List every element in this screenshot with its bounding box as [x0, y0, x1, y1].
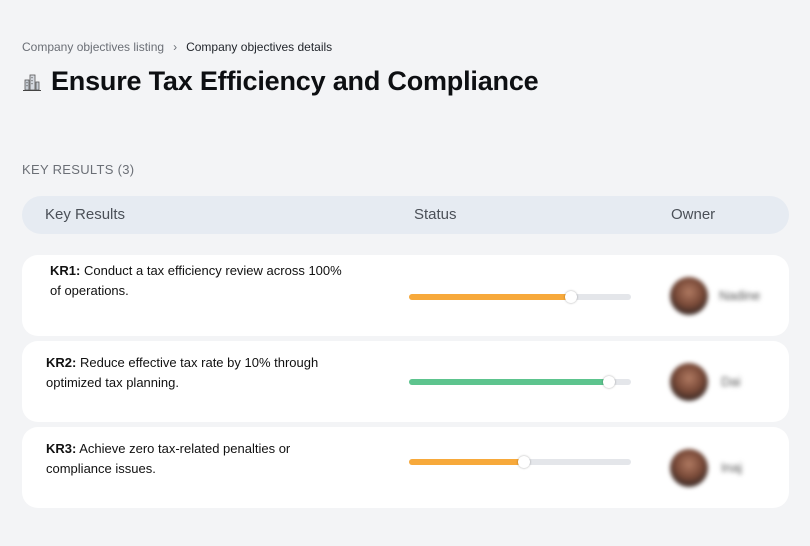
progress-bar-knob: [602, 376, 615, 388]
owner-name: Dai: [721, 374, 741, 389]
progress-bar-knob: [565, 291, 578, 303]
key-result-text: KR2: Reduce effective tax rate by 10% th…: [46, 353, 346, 393]
breadcrumb-current: Company objectives details: [186, 40, 333, 54]
avatar: [670, 449, 708, 487]
key-result-text: KR1: Conduct a tax efficiency review acr…: [50, 261, 350, 301]
building-icon: [22, 72, 42, 92]
progress-bar: [409, 376, 631, 388]
breadcrumb-separator: ›: [173, 40, 178, 54]
breadcrumb-parent-link[interactable]: Company objectives listing: [22, 40, 165, 54]
owner-name: Nadine: [719, 288, 761, 303]
owner-name: Inaj: [721, 460, 742, 475]
key-result-description: Reduce effective tax rate by 10% through…: [46, 355, 319, 390]
column-header-key-results: Key Results: [45, 206, 126, 223]
progress-bar-fill: [409, 294, 572, 300]
page-title: Ensure Tax Efficiency and Compliance: [51, 66, 539, 96]
progress-bar-knob: [518, 456, 531, 468]
key-result-row[interactable]: KR1: Conduct a tax efficiency review acr…: [22, 255, 789, 336]
key-result-id: KR1:: [50, 263, 81, 278]
key-result-row[interactable]: KR2: Reduce effective tax rate by 10% th…: [22, 341, 789, 422]
avatar: [670, 363, 708, 401]
progress-bar: [409, 291, 631, 303]
avatar: [670, 277, 708, 315]
key-results-table-header: Key Results Status Owner: [22, 196, 789, 234]
key-result-id: KR3:: [46, 441, 77, 456]
column-header-owner: Owner: [671, 206, 716, 223]
key-result-row[interactable]: KR3: Achieve zero tax-related penalties …: [22, 427, 789, 508]
key-result-text: KR3: Achieve zero tax-related penalties …: [46, 439, 346, 479]
breadcrumb: Company objectives listing › Company obj…: [22, 40, 332, 54]
key-results-count-label: KEY RESULTS (3): [22, 162, 135, 177]
progress-bar: [409, 456, 631, 468]
key-result-id: KR2:: [46, 355, 77, 370]
progress-bar-fill: [409, 379, 609, 385]
page-header: Ensure Tax Efficiency and Compliance: [22, 66, 539, 97]
key-result-description: Conduct a tax efficiency review across 1…: [50, 263, 342, 298]
progress-bar-fill: [409, 459, 525, 465]
key-result-description: Achieve zero tax-related penalties or co…: [46, 441, 291, 476]
column-header-status: Status: [414, 206, 457, 223]
